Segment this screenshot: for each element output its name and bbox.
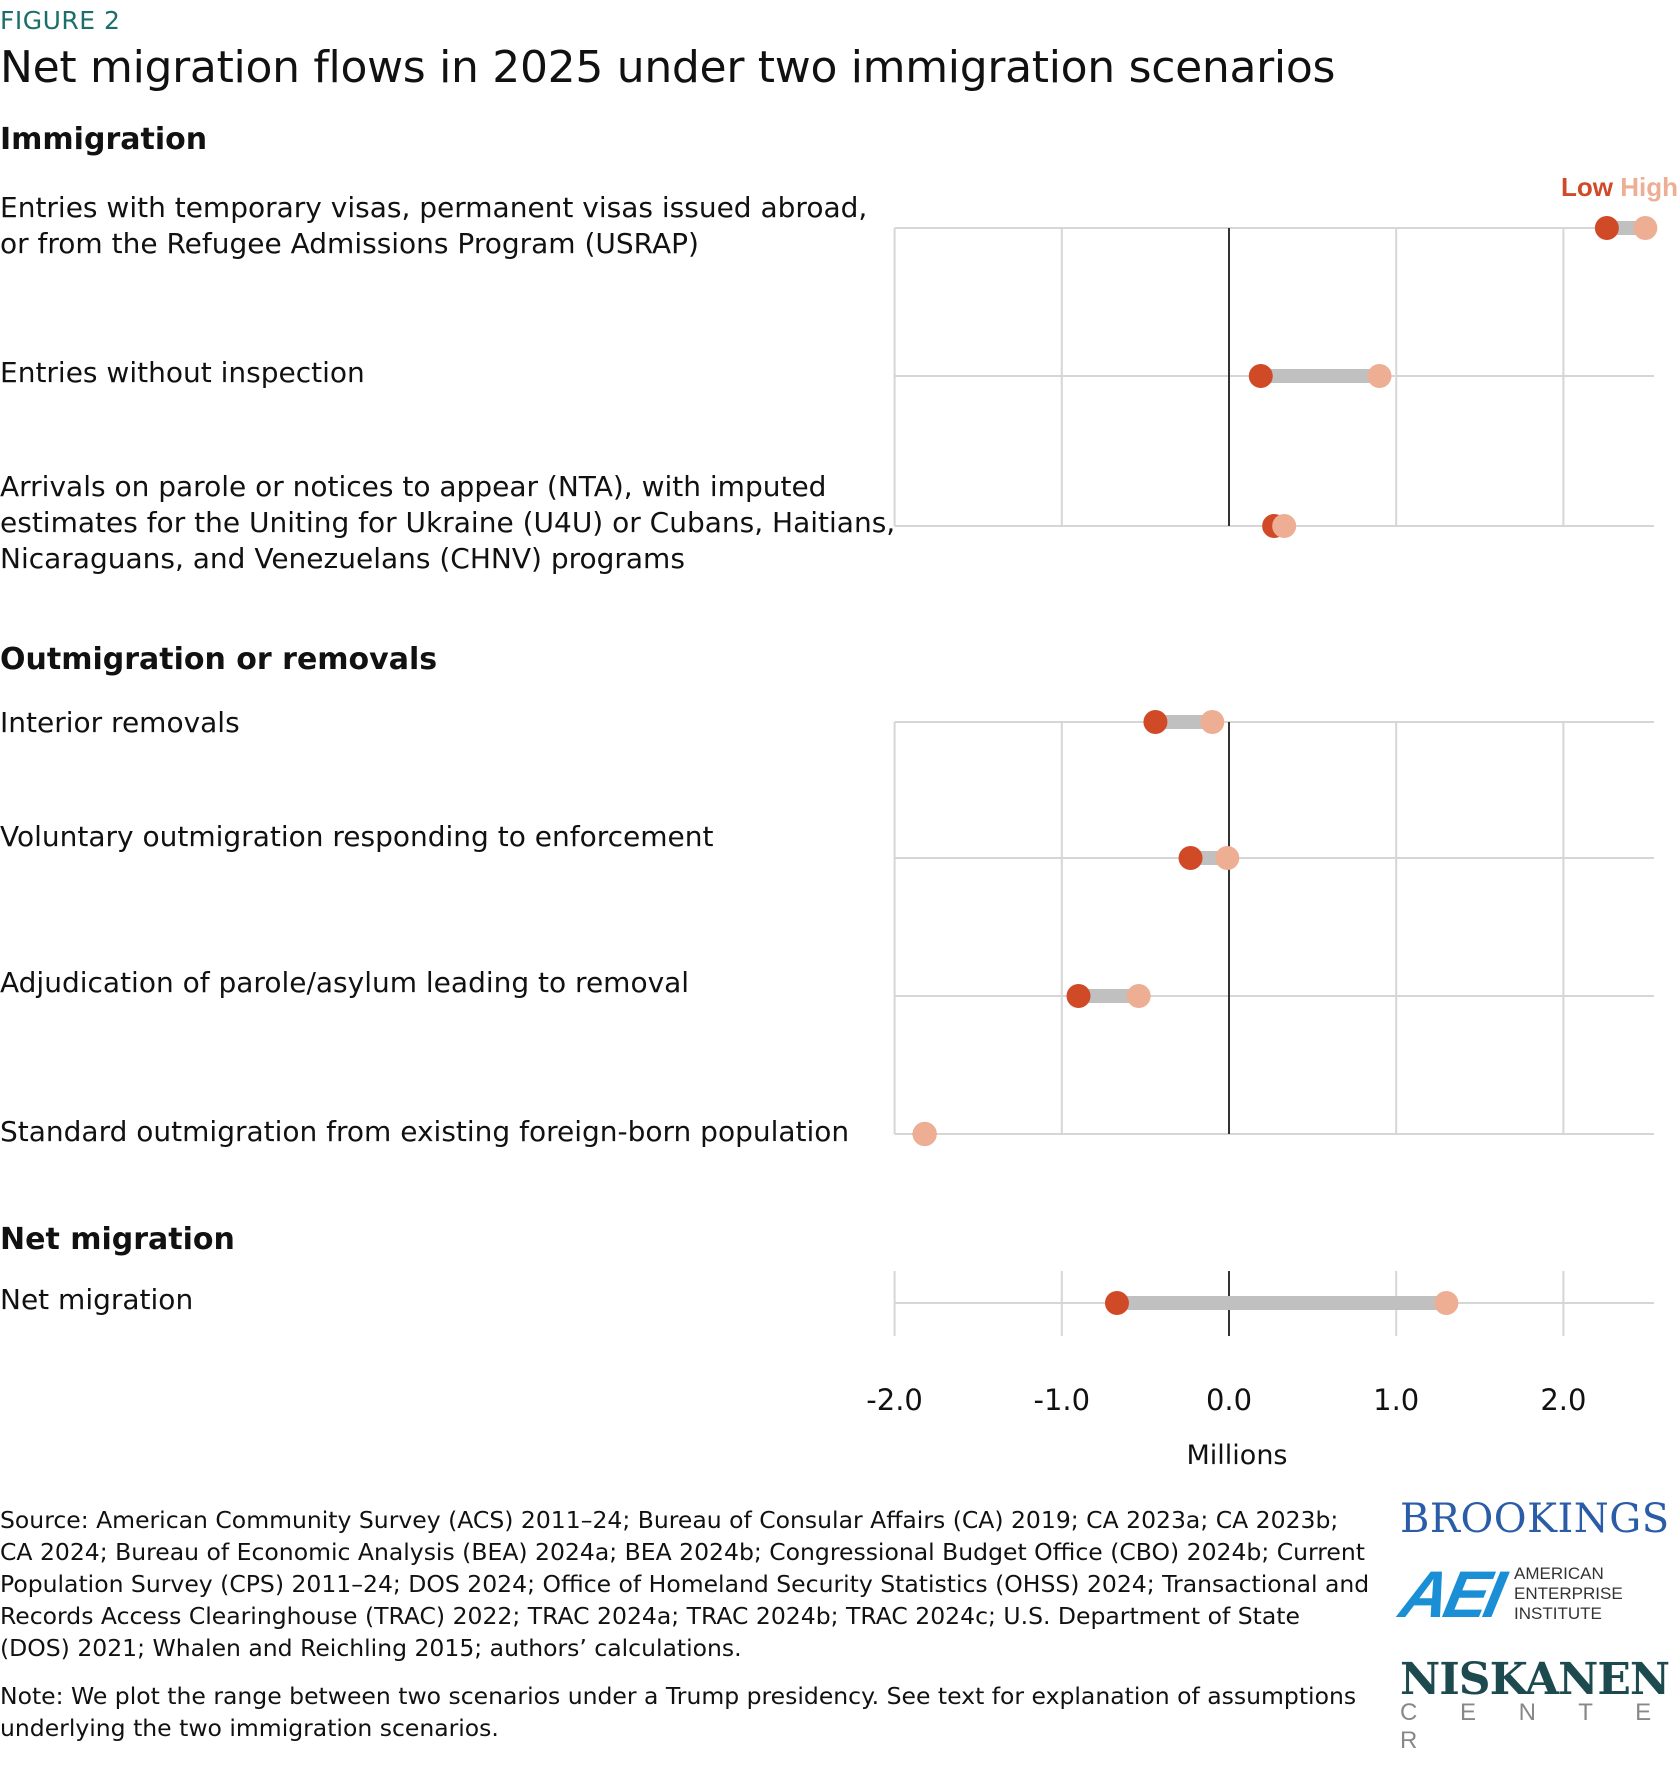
high-point [1367, 364, 1392, 388]
high-point [912, 1122, 937, 1146]
low-point [1178, 846, 1203, 870]
row-label-line: or from the Refugee Admissions Program (… [0, 227, 699, 260]
chart-title: Net migration flows in 2025 under two im… [0, 42, 1336, 93]
figure-label: FIGURE 2 [0, 6, 121, 35]
row-label-line: Net migration [0, 1283, 194, 1316]
aei-text-3: INSTITUTE [1514, 1604, 1602, 1623]
section-heading: Immigration [0, 122, 208, 157]
high-point [1126, 984, 1151, 1008]
low-point [1594, 216, 1619, 240]
row-label-line: Entries with temporary visas, permanent … [0, 191, 868, 224]
high-point [1215, 846, 1240, 870]
footnote: Note: We plot the range between two scen… [0, 1682, 1357, 1742]
high-point [1272, 514, 1297, 538]
aei-text-1: AMERICAN [1514, 1564, 1604, 1583]
section-heading: Outmigration or removals [0, 642, 438, 677]
source-note: Source: American Community Survey (ACS) … [0, 1506, 1370, 1662]
legend-high: High [1620, 172, 1678, 202]
row-label-line: Interior removals [0, 706, 240, 739]
x-tick-label: 2.0 [1540, 1383, 1586, 1417]
section-heading: Net migration [0, 1222, 235, 1257]
legend: Low High [1561, 172, 1678, 203]
row-label-line: Arrivals on parole or notices to appear … [0, 470, 827, 503]
aei-logo: AEI AMERICAN ENTERPRISE INSTITUTE [1394, 1556, 1623, 1632]
x-tick-label: 1.0 [1373, 1383, 1419, 1417]
low-point [1143, 710, 1168, 734]
row-label: Entries with temporary visas, permanent … [0, 190, 867, 262]
row-label: Interior removals [0, 705, 240, 741]
row-label-line: Standard outmigration from existing fore… [0, 1115, 850, 1148]
x-tick-label: 0.0 [1206, 1383, 1252, 1417]
row-label: Entries without inspection [0, 355, 365, 391]
row-label-line: Nicaraguans, and Venezuelans (CHNV) prog… [0, 542, 685, 575]
row-label-line: Entries without inspection [0, 356, 365, 389]
niskanen-center: C E N T E R [1400, 1699, 1670, 1754]
row-label: Adjudication of parole/asylum leading to… [0, 965, 689, 1001]
x-axis-label: Millions [1187, 1440, 1288, 1471]
row-label-line: Adjudication of parole/asylum leading to… [0, 966, 690, 999]
row-label: Net migration [0, 1282, 193, 1318]
legend-low: Low [1561, 172, 1613, 202]
row-label: Voluntary outmigration responding to enf… [0, 819, 713, 855]
brookings-wordmark: BROOKINGS [1400, 1496, 1670, 1542]
niskanen-logo: NISKANEN C E N T E R [1400, 1654, 1680, 1755]
aei-mark: AEI [1394, 1557, 1508, 1631]
row-label-line: Voluntary outmigration responding to enf… [0, 820, 714, 853]
high-point [1434, 1291, 1459, 1315]
brookings-logo: BROOKINGS [1400, 1496, 1670, 1542]
x-tick-label: -1.0 [1034, 1383, 1091, 1417]
row-label: Standard outmigration from existing fore… [0, 1114, 849, 1150]
row-label: Arrivals on parole or notices to appear … [0, 469, 895, 577]
x-tick-label: -2.0 [866, 1383, 923, 1417]
low-point [1104, 1291, 1129, 1315]
niskanen-wordmark: NISKANEN [1400, 1654, 1670, 1705]
low-point [1248, 364, 1273, 388]
row-label-line: estimates for the Uniting for Ukraine (U… [0, 506, 896, 539]
high-point [1633, 216, 1658, 240]
low-point [1066, 984, 1091, 1008]
aei-text-2: ENTERPRISE [1514, 1584, 1623, 1603]
high-point [1200, 710, 1225, 734]
